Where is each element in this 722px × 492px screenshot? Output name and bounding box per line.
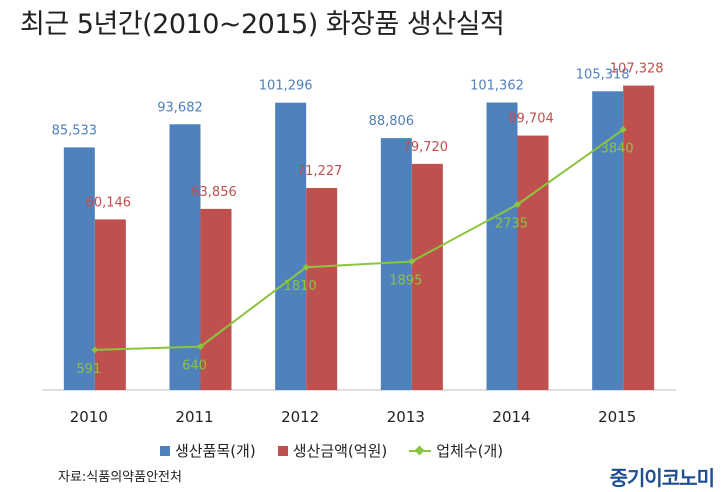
bar-production-items-2015 xyxy=(592,91,624,391)
legend-swatch-blue xyxy=(160,445,170,456)
label-production-items-2013: 88,806 xyxy=(369,114,415,129)
legend-swatch-red xyxy=(277,445,288,456)
bar-production-amount-2013 xyxy=(411,163,443,390)
legend-label-production-items: 생산품목(개) xyxy=(175,442,256,460)
point-companies-2013 xyxy=(408,257,416,265)
source-note: 자료:식품의약품안전처 xyxy=(58,470,182,485)
label-production-items-2012: 101,296 xyxy=(259,79,313,94)
bar-production-items-2011 xyxy=(169,124,201,390)
bar-production-amount-2010 xyxy=(94,219,126,390)
label-companies-2015: 3840 xyxy=(601,142,634,157)
line-companies xyxy=(94,128,624,351)
label-production-items-2010: 85,533 xyxy=(52,123,98,138)
x-tick-2011: 2011 xyxy=(175,408,213,426)
point-companies-2015 xyxy=(619,126,627,134)
point-companies-2011 xyxy=(197,343,204,351)
legend-item-production-amount: 생산금액(억원) xyxy=(277,440,388,461)
x-tick-2014: 2014 xyxy=(492,408,530,426)
legend-swatch-line xyxy=(409,445,432,456)
publisher-logo: 중기이코노미 xyxy=(609,466,715,490)
label-companies-2011: 640 xyxy=(182,359,207,374)
legend-label-companies: 업체수(개) xyxy=(436,442,504,460)
x-tick-2015: 2015 xyxy=(598,408,636,426)
legend: 생산품목(개) 생산금액(억원) 업체수(개) xyxy=(160,440,503,461)
label-companies-2010: 591 xyxy=(76,362,101,377)
bar-production-amount-2012 xyxy=(306,187,338,390)
bar-production-items-2010 xyxy=(63,147,95,390)
label-production-items-2011: 93,682 xyxy=(157,100,203,115)
x-tick-2013: 2013 xyxy=(387,408,425,426)
label-companies-2014: 2735 xyxy=(495,216,528,231)
label-production-items-2014: 101,362 xyxy=(470,79,524,94)
bar-production-items-2013 xyxy=(380,138,412,390)
bar-production-amount-2011 xyxy=(200,208,232,390)
label-production-amount-2013: 79,720 xyxy=(403,140,449,155)
bar-production-amount-2014 xyxy=(517,135,549,390)
legend-label-production-amount: 생산금액(억원) xyxy=(292,442,388,460)
label-production-amount-2011: 63,856 xyxy=(191,185,237,200)
label-production-amount-2012: 71,227 xyxy=(297,164,343,179)
label-companies-2013: 1895 xyxy=(389,273,422,288)
label-production-amount-2014: 89,704 xyxy=(508,112,554,127)
x-tick-2012: 2012 xyxy=(281,408,319,426)
x-tick-2010: 2010 xyxy=(70,408,108,426)
chart-svg: 85,533 60,146 2010 93,682 63,856 2011 101,296 7… xyxy=(42,62,676,426)
bar-production-items-2014 xyxy=(486,102,518,390)
label-companies-2012: 1810 xyxy=(284,279,317,294)
legend-item-production-items: 생산품목(개) xyxy=(160,440,256,461)
chart-title: 최근 5년간(2010~2015) 화장품 생산실적 xyxy=(20,9,505,40)
bar-production-items-2012 xyxy=(275,102,307,390)
label-production-items-2015: 105,318 xyxy=(576,67,630,82)
legend-item-companies: 업체수(개) xyxy=(409,440,503,461)
label-production-amount-2010: 60,146 xyxy=(86,195,132,210)
point-companies-2012 xyxy=(302,263,310,271)
bar-production-amount-2015 xyxy=(623,85,655,390)
label-production-amount-2015: 107,328 xyxy=(610,62,664,77)
point-companies-2014 xyxy=(514,200,521,208)
point-companies-2010 xyxy=(91,346,99,354)
